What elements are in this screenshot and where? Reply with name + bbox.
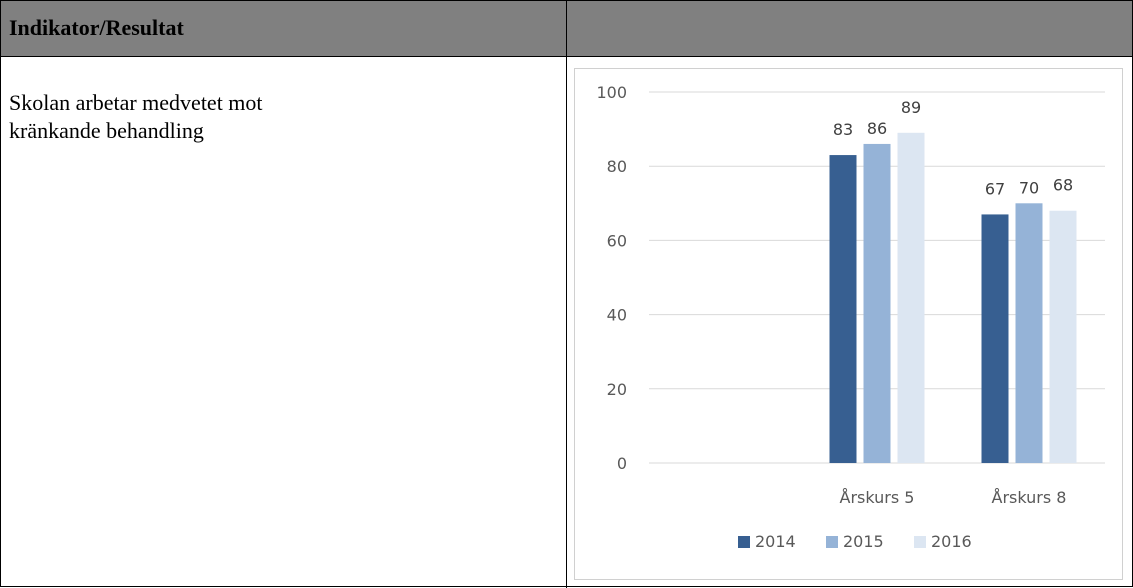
data-label: 70: [1019, 178, 1039, 197]
chart-container: 0 20 40 60 80 100 83 86 89 Årskurs 5 67 70 68 Årskurs…: [574, 68, 1123, 580]
legend-swatch: [826, 536, 838, 548]
data-label: 83: [833, 120, 853, 139]
indicator-line: Skolan arbetar medvetet mot: [9, 90, 263, 115]
x-tick-label: Årskurs 5: [840, 488, 915, 507]
y-tick-label: 20: [607, 380, 627, 399]
bar: [863, 143, 891, 463]
header-title: Indikator/Resultat: [9, 15, 184, 40]
data-label: 89: [901, 98, 921, 117]
column-divider: [566, 1, 567, 588]
x-tick-label: Årskurs 8: [992, 488, 1067, 507]
legend-label: 2014: [755, 532, 796, 551]
data-label: 86: [867, 119, 887, 138]
legend-label: 2015: [843, 532, 884, 551]
bar: [1049, 210, 1077, 463]
bar: [1015, 203, 1043, 464]
data-label: 67: [985, 179, 1005, 198]
indicator-text: Skolan arbetar medvetet mot kränkande be…: [9, 89, 429, 145]
legend-label: 2016: [931, 532, 972, 551]
bar: [897, 132, 925, 463]
bar: [981, 214, 1009, 463]
indicator-line: kränkande behandling: [9, 118, 204, 143]
y-tick-label: 60: [607, 231, 627, 250]
legend-swatch: [738, 536, 750, 548]
legend-swatch: [914, 536, 926, 548]
data-label: 68: [1053, 176, 1073, 195]
y-tick-label: 40: [607, 306, 627, 325]
y-tick-label: 0: [617, 454, 627, 473]
y-tick-label: 80: [607, 157, 627, 176]
bar: [829, 155, 857, 463]
bar-chart: 0 20 40 60 80 100 83 86 89 Årskurs 5 67 70 68 Årskurs…: [596, 83, 1105, 551]
y-tick-label: 100: [596, 83, 627, 102]
